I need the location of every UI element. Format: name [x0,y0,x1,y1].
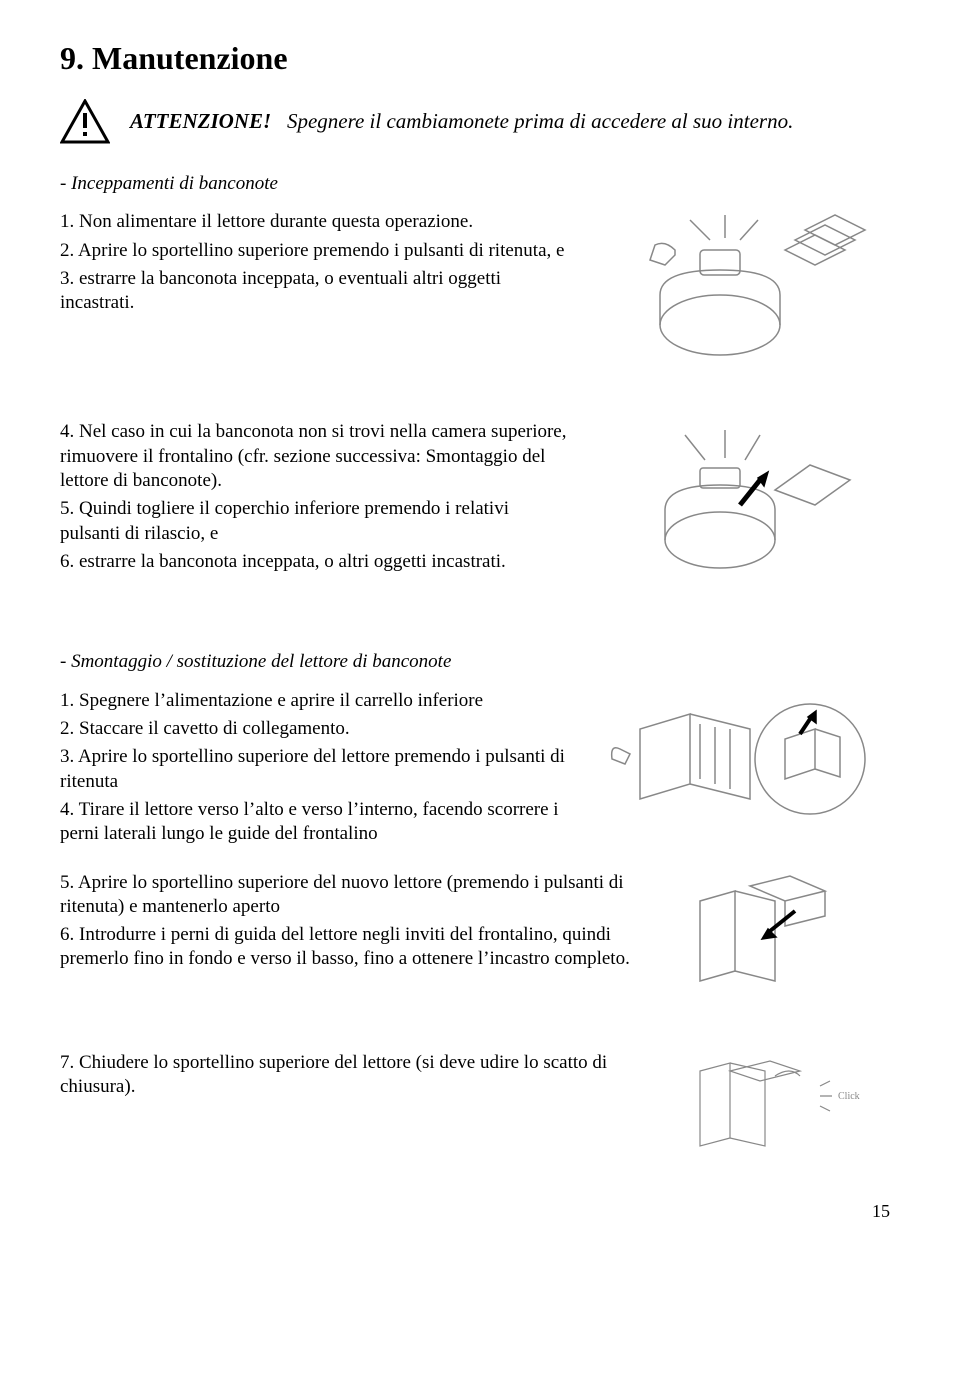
figure-pull-reader-icon [600,689,880,829]
s1p1-line2: 2. Aprire lo sportellino superiore preme… [60,239,570,263]
s2p1-line3: 3. Aprire lo sportellino superiore del l… [60,745,570,794]
page-number: 15 [60,1201,890,1222]
page-heading: 9. Manutenzione [60,40,890,77]
s1p2-line1: 4. Nel caso in cui la banconota non si t… [60,420,570,493]
section1-part1-text: 1. Non alimentare il lettore durante que… [60,210,570,370]
s2p2-line2: 6. Introdurre i perni di guida del letto… [60,923,650,972]
s2p1-line2: 2. Staccare il cavetto di collegamento. [60,717,570,741]
section1-title: - Inceppamenti di banconote [60,172,890,196]
warning-label: ATTENZIONE! [130,109,271,133]
s2p3-line1: 7. Chiudere lo sportellino superiore del… [60,1051,650,1100]
warning-block: ATTENZIONE! Spegnere il cambiamonete pri… [60,99,890,144]
section2-part1-text: 1. Spegnere l’alimentazione e aprire il … [60,689,570,851]
figure-insert-pins-icon [680,871,880,1001]
figure-open-top-icon [600,210,880,370]
figure-close-click-icon: Click [680,1051,880,1161]
s1p1-line1: 1. Non alimentare il lettore durante que… [60,210,570,234]
figure-remove-bottom-icon [610,420,870,590]
warning-text: ATTENZIONE! Spegnere il cambiamonete pri… [130,109,793,134]
s2p1-line1: 1. Spegnere l’alimentazione e aprire il … [60,689,570,713]
s1p2-line2: 5. Quindi togliere il coperchio inferior… [60,497,570,546]
s2p2-line1: 5. Aprire lo sportellino superiore del n… [60,871,650,920]
section2-title: - Smontaggio / sostituzione del lettore … [60,650,890,674]
svg-text:Click: Click [838,1091,860,1102]
s1p1-line3: 3. estrarre la banconota inceppata, o ev… [60,267,570,316]
section2-part2-text: 5. Aprire lo sportellino superiore del n… [60,871,650,1001]
warning-triangle-icon [60,99,110,144]
warning-body: Spegnere il cambiamonete prima di accede… [287,109,793,133]
s2p1-line4: 4. Tirare il lettore verso l’alto e vers… [60,798,570,847]
section2-part3-text: 7. Chiudere lo sportellino superiore del… [60,1051,650,1161]
s1p2-line3: 6. estrarre la banconota inceppata, o al… [60,550,570,574]
section1-part2-text: 4. Nel caso in cui la banconota non si t… [60,420,570,590]
